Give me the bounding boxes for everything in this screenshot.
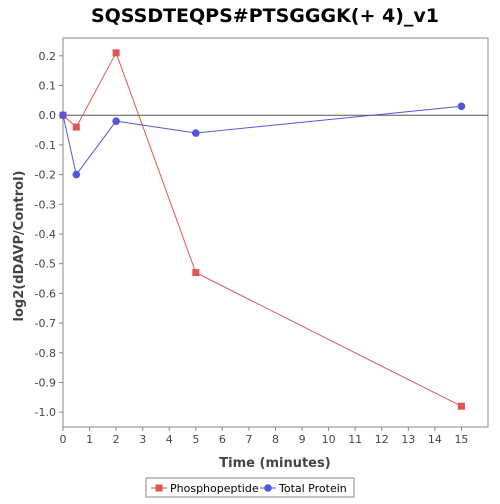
x-axis-label: Time (minutes) — [219, 456, 330, 471]
y-axis-label: log2(dDAVP/Control) — [12, 171, 27, 322]
y-tick-label: -0.2 — [35, 169, 56, 182]
y-tick-label: -0.1 — [35, 139, 56, 152]
x-tick-label: 8 — [272, 433, 279, 446]
x-tick-label: 10 — [322, 433, 336, 446]
y-tick-label: -1.0 — [35, 406, 56, 419]
legend-label: Phosphopeptide — [170, 482, 259, 495]
data-point — [457, 402, 465, 410]
y-tick-label: -0.7 — [35, 317, 56, 330]
y-tick-label: 0.1 — [39, 80, 57, 93]
x-tick-label: 5 — [192, 433, 199, 446]
x-tick-label: 11 — [348, 433, 362, 446]
y-tick-label: -0.8 — [35, 347, 56, 360]
data-point — [72, 123, 80, 131]
legend-label: Total Protein — [278, 482, 347, 495]
chart-title: SQSSDTEQPS#PTSGGGK(+ 4)_v1 — [91, 5, 439, 27]
x-tick-label: 4 — [166, 433, 173, 446]
y-tick-label: -0.9 — [35, 376, 56, 389]
y-tick-label: -0.3 — [35, 198, 56, 211]
x-tick-label: 3 — [139, 433, 146, 446]
data-point — [72, 170, 81, 179]
x-tick-label: 7 — [245, 433, 252, 446]
data-point — [59, 111, 67, 120]
y-tick-label: -0.5 — [35, 258, 56, 271]
x-tick-label: 2 — [113, 433, 120, 446]
series-layer — [59, 49, 466, 410]
y-tick-label: 0.0 — [39, 109, 57, 122]
data-point — [457, 102, 466, 111]
legend-marker — [155, 484, 163, 492]
legend: Phosphopeptide Total Protein — [145, 477, 355, 498]
x-tick-label: 13 — [401, 433, 415, 446]
axes: 0 1 2 3 4 5 6 7 8 9 10 11 12 13 14 150.20.10.0-0.1-0.2-… — [35, 50, 488, 446]
x-tick-label: 12 — [375, 433, 389, 446]
legend-box — [145, 477, 355, 498]
y-tick-label: 0.2 — [39, 50, 57, 63]
data-point — [192, 269, 200, 277]
y-tick-label: -0.6 — [35, 287, 56, 300]
x-tick-label: 0 — [60, 433, 67, 446]
x-tick-label: 15 — [454, 433, 468, 446]
plot-area — [62, 37, 489, 428]
x-tick-label: 9 — [299, 433, 306, 446]
data-point — [192, 129, 200, 137]
legend-marker — [264, 484, 272, 492]
x-tick-label: 14 — [428, 433, 442, 446]
data-point — [112, 117, 120, 125]
x-tick-label: 1 — [86, 433, 93, 446]
x-tick-label: 6 — [219, 433, 226, 446]
data-point — [112, 49, 120, 57]
y-tick-label: -0.4 — [35, 228, 56, 241]
